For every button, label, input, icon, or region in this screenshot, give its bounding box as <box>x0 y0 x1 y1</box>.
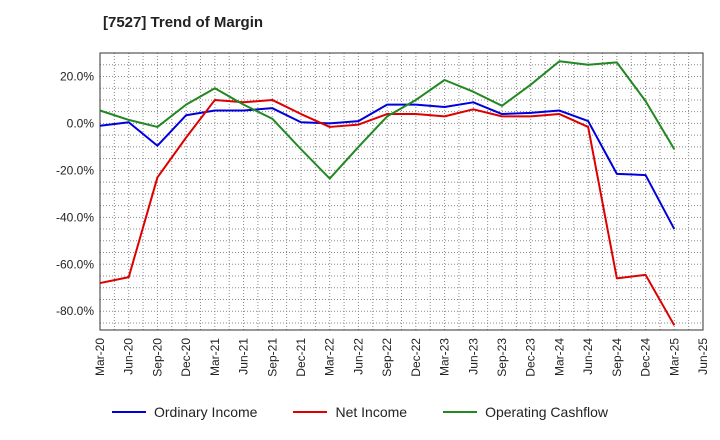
legend-label: Ordinary Income <box>153 404 258 420</box>
legend-label: Net Income <box>335 404 408 420</box>
grid-layer <box>99 52 704 330</box>
x-tick-label: Mar-24 <box>552 338 566 376</box>
plot-frame <box>99 52 704 331</box>
legend-item: Operating Cashflow <box>443 404 608 420</box>
series-line-operating-cashflow <box>99 60 676 180</box>
x-tick-label: Sep-22 <box>380 338 394 377</box>
x-tick-label: Sep-20 <box>150 338 164 377</box>
legend-item: Ordinary Income <box>111 404 258 420</box>
axis-layer: 20.0% 0.0% -20.0% -40.0% -60.0% -80.0% Mar-20 J… <box>56 52 710 377</box>
x-tick-label: Dec-20 <box>179 338 193 377</box>
x-tick-label: Jun-25 <box>696 338 710 375</box>
x-tick-label: Sep-21 <box>265 338 279 377</box>
legend: Ordinary Income Net Income Operating Cashf… <box>0 404 720 420</box>
x-tick-label: Dec-21 <box>294 338 308 377</box>
x-tick-label: Jun-20 <box>122 338 136 375</box>
x-tick-label: Mar-20 <box>93 338 107 376</box>
x-tick-label: Jun-24 <box>581 338 595 375</box>
x-tick-label: Sep-24 <box>610 338 624 377</box>
x-tick-label: Dec-24 <box>639 338 653 377</box>
x-tick-label: Sep-23 <box>495 338 509 377</box>
x-tick-label: Dec-22 <box>409 338 423 377</box>
y-tick-label: 0.0% <box>67 116 95 130</box>
legend-label: Operating Cashflow <box>485 404 609 420</box>
x-tick-label: Jun-22 <box>351 338 365 375</box>
y-tick-label: -80.0% <box>56 304 94 318</box>
y-tick-label: -60.0% <box>56 257 94 271</box>
series-layer <box>99 60 676 326</box>
legend-item: Net Income <box>293 404 407 420</box>
legend-swatch <box>111 411 146 413</box>
x-tick-label: Dec-23 <box>524 338 538 377</box>
x-tick-label: Mar-23 <box>438 338 452 376</box>
legend-swatch <box>443 411 478 413</box>
legend-swatch <box>293 411 328 413</box>
x-tick-label: Jun-23 <box>466 338 480 375</box>
x-tick-label: Mar-25 <box>667 338 681 376</box>
x-tick-label: Jun-21 <box>237 338 251 375</box>
series-line-ordinary-income <box>99 101 676 230</box>
chart-title: [7527] Trend of Margin <box>103 14 264 31</box>
series-line-net-income <box>99 98 676 326</box>
x-tick-label: Mar-22 <box>323 338 337 376</box>
y-tick-label: -20.0% <box>56 163 94 177</box>
y-tick-label: 20.0% <box>60 69 94 83</box>
y-tick-label: -40.0% <box>56 210 94 224</box>
x-tick-label: Mar-21 <box>208 338 222 376</box>
